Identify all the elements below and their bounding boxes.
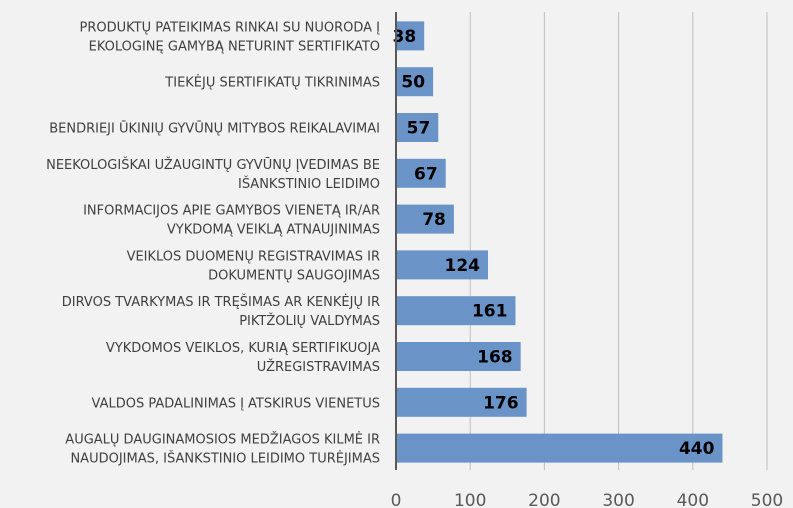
bar (396, 158, 446, 188)
category-label: DIRVOS TVARKYMAS IR TRĘŠIMAS AR KENKĖJŲ … (62, 294, 380, 310)
category-label: PRODUKTŲ PATEIKIMAS RINKAI SU NUORODA Į (80, 20, 381, 35)
bar (396, 433, 723, 463)
category-label: INFORMACIJOS APIE GAMYBOS VIENETĄ IR/AR (83, 204, 380, 219)
x-tick-label: 0 (391, 491, 402, 508)
x-tick-label: 100 (454, 491, 486, 508)
data-label: 38 (393, 27, 417, 47)
data-label: 440 (679, 439, 715, 459)
bar (396, 342, 521, 371)
bar (396, 21, 425, 51)
bar (396, 113, 439, 142)
category-label: PIKTŽOLIŲ VALDYMAS (239, 313, 380, 329)
category-label: DOKUMENTŲ SAUGOJIMAS (208, 268, 380, 283)
bar (396, 67, 434, 97)
bar (396, 250, 489, 280)
category-label: UŽREGISTRAVIMAS (257, 359, 380, 375)
x-tick-label: 200 (528, 491, 560, 508)
category-label: AUGALŲ DAUGINAMOSIOS MEDŽIAGOS KILMĖ IR (65, 432, 380, 448)
category-label: VYKDOMĄ VEIKLĄ ATNAUJINIMAS (167, 223, 380, 238)
data-label: 50 (401, 73, 425, 93)
data-label: 78 (422, 210, 446, 230)
data-label: 124 (445, 256, 481, 276)
category-label: EKOLOGINĘ GAMYBĄ NETURINT SERTIFIKATO (89, 39, 380, 54)
category-label: VALDOS PADALINIMAS Į ATSKIRUS VIENETUS (92, 396, 380, 411)
data-label: 168 (477, 348, 513, 368)
x-tick-label: 300 (602, 491, 634, 508)
data-label: 57 (407, 119, 431, 139)
category-label: IŠANKSTINIO LEIDIMO (238, 176, 380, 192)
data-label: 67 (414, 164, 438, 184)
x-tick-label: 500 (751, 491, 783, 508)
data-label: 161 (472, 302, 508, 322)
bar (396, 204, 454, 234)
category-label: NEEKOLOGIŠKAI UŽAUGINTŲ GYVŪNŲ ĮVEDIMAS … (46, 157, 380, 173)
data-label: 176 (483, 393, 519, 413)
category-label: BENDRIEJI ŪKINIŲ GYVŪNŲ MITYBOS REIKALAV… (49, 122, 380, 137)
x-tick-label: 400 (677, 491, 709, 508)
category-label: VYKDOMOS VEIKLOS, KURIĄ SERTIFIKUOJA (106, 341, 380, 356)
category-label: VEIKLOS DUOMENŲ REGISTRAVIMAS IR (127, 249, 380, 264)
bar (396, 296, 516, 326)
category-label: NAUDOJIMAS, IŠANKSTINIO LEIDIMO TURĖJIMA… (70, 451, 380, 467)
bar (396, 387, 527, 417)
category-label: TIEKĖJŲ SERTIFIKATŲ TIKRINIMAS (164, 75, 380, 91)
